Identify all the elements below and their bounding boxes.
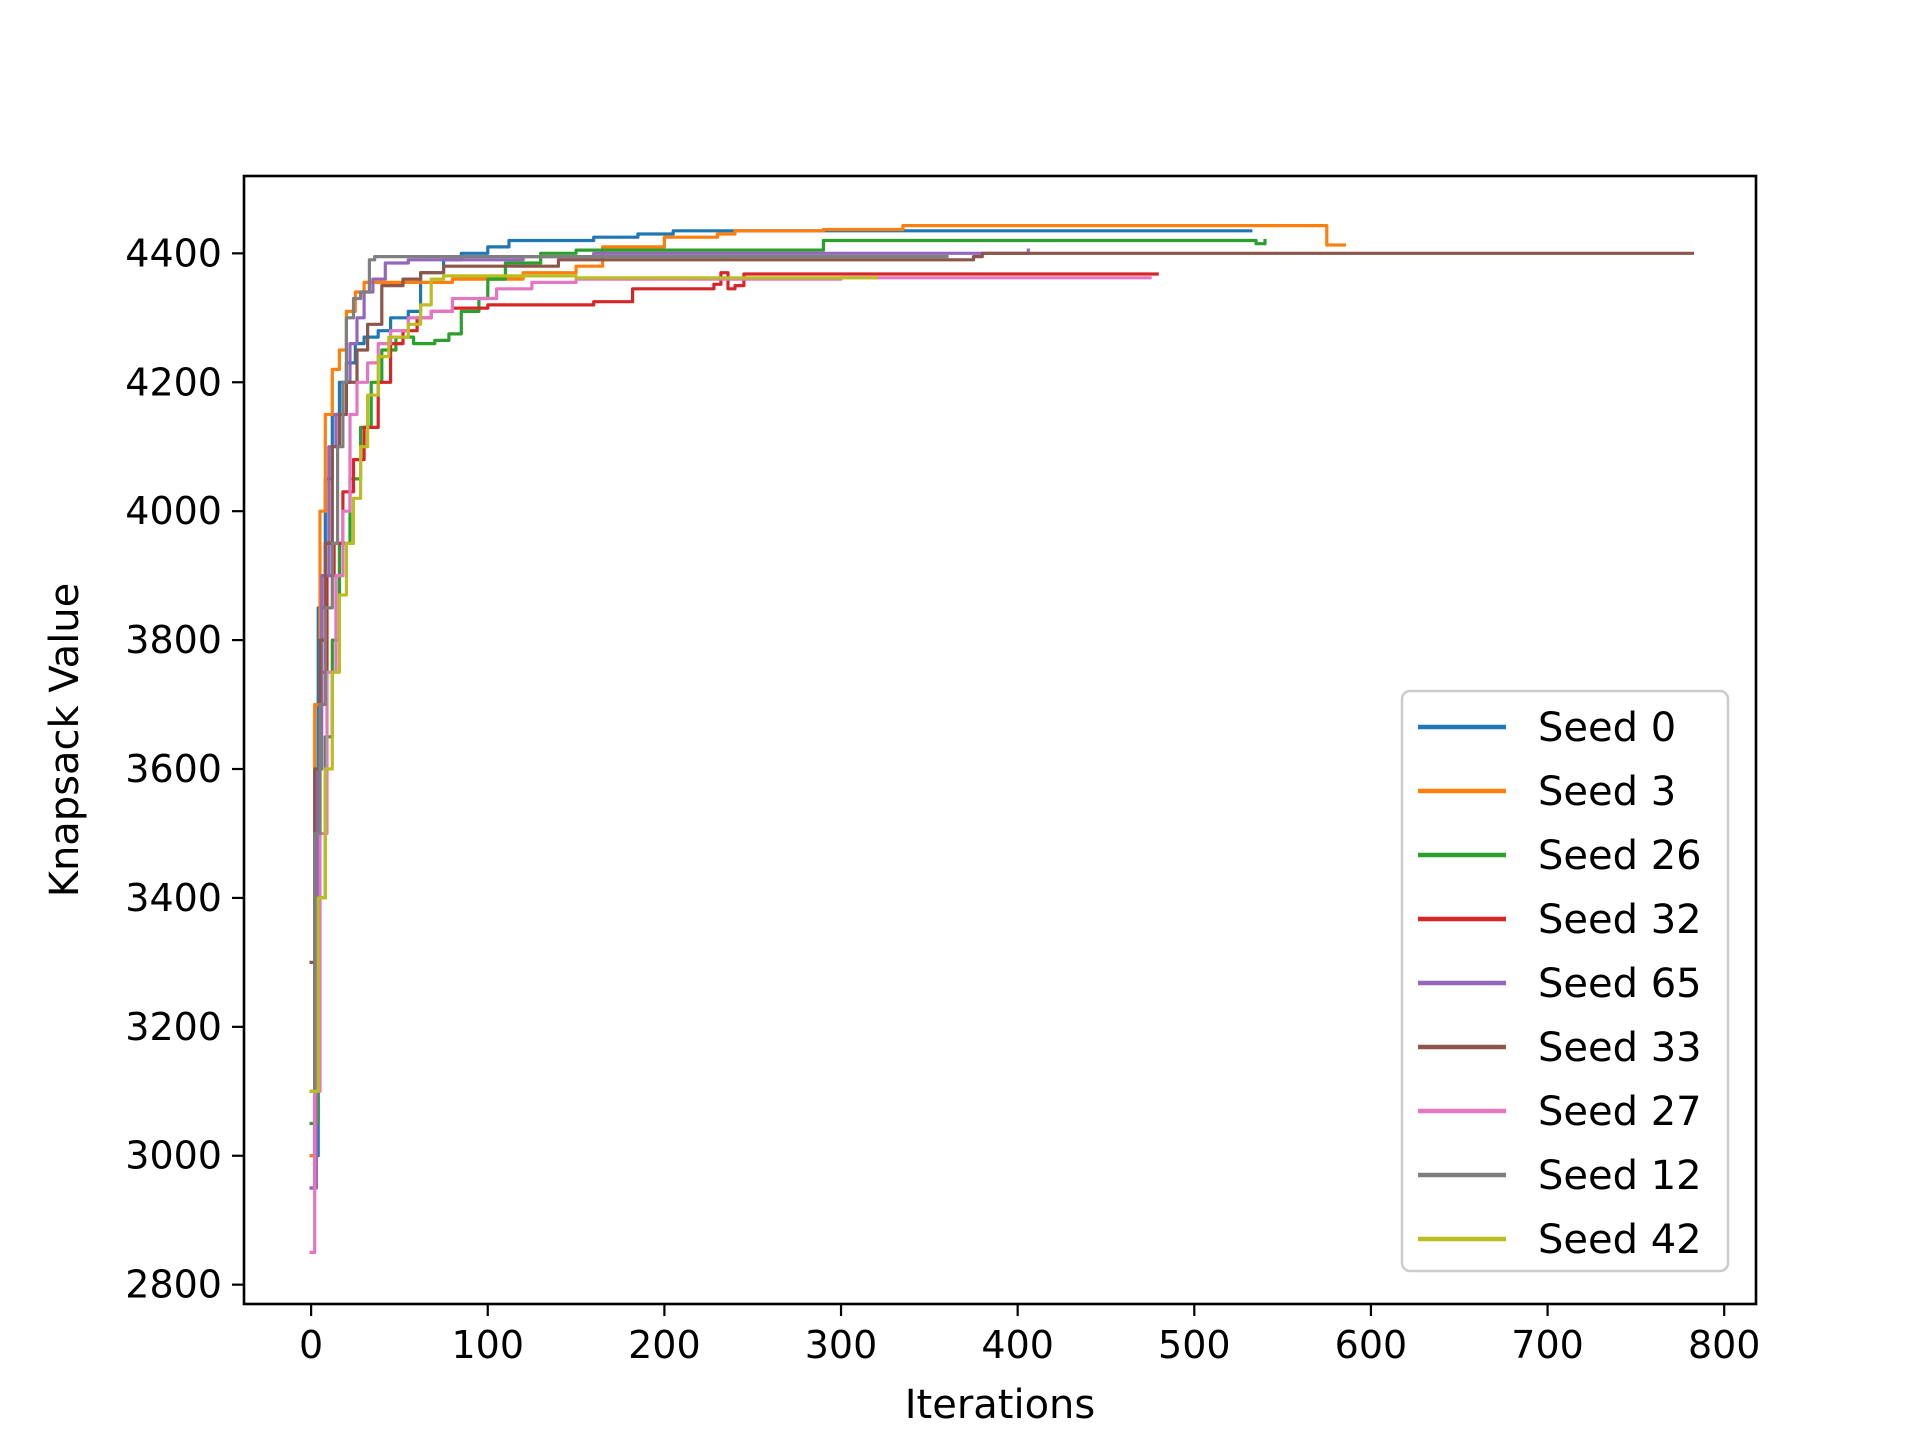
x-axis: 0 100 200 300 400 500 600 700 800 [299,1304,1760,1367]
plot-frame [242,174,1758,1306]
legend-label: Seed 27 [1538,1089,1702,1135]
y-tick-label: 3400 [125,876,222,920]
series-line-7 [309,276,1152,1254]
x-tick-label: 600 [1335,1323,1408,1367]
legend: Seed 0 Seed 3 Seed 26 Seed 32 Seed 65 Seed 33… [1400,689,1730,1273]
y-axis: 2800 3000 3200 3400 3600 3800 4000 4200 4400 [125,231,244,1307]
y-tick-label: 3800 [125,618,222,662]
legend-label: Seed 0 [1538,705,1676,751]
legend-box [1400,689,1730,1273]
series-line-2 [309,224,1346,1158]
y-tick-label: 3000 [125,1134,222,1178]
x-tick-label: 100 [451,1323,524,1367]
legend-label: Seed 65 [1538,961,1702,1007]
legend-label: Seed 33 [1538,1025,1702,1071]
legend-label: Seed 3 [1538,769,1676,815]
y-tick-label: 4400 [125,231,222,275]
x-tick-label: 200 [628,1323,701,1367]
y-tick-label: 3200 [125,1005,222,1049]
y-tick-label: 4200 [125,360,222,404]
legend-label: Seed 32 [1538,897,1702,943]
series-layer [309,224,1694,1254]
x-tick-label: 800 [1688,1323,1761,1367]
x-tick-label: 0 [299,1323,323,1367]
x-axis-title: Iterations [905,1382,1096,1428]
legend-label: Seed 26 [1538,833,1702,879]
x-tick-label: 500 [1158,1323,1231,1367]
legend-label: Seed 42 [1538,1217,1702,1263]
x-tick-label: 400 [981,1323,1054,1367]
y-axis-title: Knapsack Value [42,583,88,898]
legend-label: Seed 12 [1538,1153,1702,1199]
series-line-9 [309,274,878,1093]
x-tick-label: 700 [1511,1323,1584,1367]
y-tick-label: 2800 [125,1263,222,1307]
x-tick-label: 300 [805,1323,878,1367]
y-tick-label: 3600 [125,747,222,791]
y-tick-label: 4000 [125,489,222,533]
series-line-8 [309,255,949,1093]
